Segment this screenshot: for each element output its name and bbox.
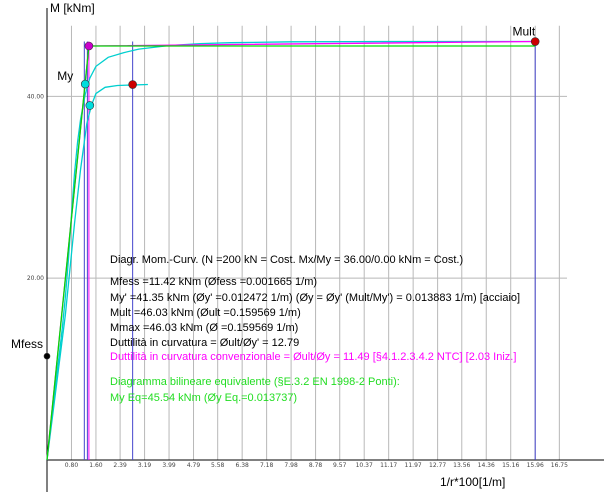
tick-labels: 0.80 1.60 2.39 3.19 3.99 4.79 5.58 6.38 7.18 7.98… — [27, 93, 568, 469]
annotation-block: Diagr. Mom.-Curv. (N =200 kN = Cost. Mx/… — [110, 254, 520, 404]
annotation-text: Diagramma bilineare equivalente (§E.3.2 … — [110, 376, 400, 388]
x-tick-label: 15.16 — [502, 462, 519, 469]
x-tick-label: 15.96 — [527, 462, 544, 469]
x-tick-label: 9.57 — [333, 462, 347, 469]
x-tick-label: 4.79 — [187, 462, 201, 469]
x-tick-label: 13.56 — [453, 462, 470, 469]
annotation-text: Mmax =46.03 kNm (Ø =0.159569 1/m) — [110, 322, 298, 334]
x-tick-label: 11.17 — [380, 462, 397, 469]
x-tick-label: 5.58 — [211, 462, 225, 469]
x-tick-label: 6.38 — [235, 462, 249, 469]
data-marker — [530, 37, 540, 46]
annotation-text: Duttilità in curvatura = Øult/Øy' = 12.7… — [110, 337, 299, 349]
annotation-text: Mult =46.03 kNm (Øult =0.159569 1/m) — [110, 307, 301, 319]
x-tick-label: 11.97 — [405, 462, 422, 469]
x-tick-label: 10.37 — [356, 462, 373, 469]
data-marker — [43, 352, 51, 360]
data-marker — [84, 41, 94, 51]
marker-label: Mult — [513, 25, 536, 39]
annotation-text: Mfess =11.42 kNm (Øfess =0.001665 1/m) — [110, 276, 317, 288]
data-marker — [85, 101, 95, 110]
annotation-text: My' =41.35 kNm (Øy' =0.012472 1/m) (Øy =… — [110, 292, 520, 304]
x-tick-label: 14.36 — [478, 462, 495, 469]
marker-label: My — [57, 69, 73, 83]
y-tick-label: 20.00 — [27, 275, 44, 282]
x-tick-label: 3.99 — [162, 462, 176, 469]
x-tick-label: 8.78 — [309, 462, 323, 469]
annotation-text: Duttilità in curvatura convenzionale = Ø… — [110, 351, 516, 363]
series-line — [46, 83, 148, 461]
axes — [46, 8, 604, 492]
x-tick-label: 2.39 — [113, 462, 127, 469]
x-tick-label: 12.77 — [429, 462, 446, 469]
x-tick-label: 3.19 — [138, 462, 152, 469]
x-tick-label: 7.18 — [260, 462, 274, 469]
grid-lines — [47, 25, 567, 460]
x-tick-label: 0.80 — [65, 462, 79, 469]
data-marker — [128, 80, 137, 89]
annotation-text: Diagr. Mom.-Curv. (N =200 kN = Cost. Mx/… — [110, 254, 463, 266]
marker-label: Mfess — [11, 337, 43, 351]
data-markers: Mult My Mfess — [11, 25, 540, 360]
annotation-text: My Eq=45.54 kNm (Øy Eq.=0.013737) — [110, 392, 297, 404]
x-tick-label: 7.98 — [284, 462, 298, 469]
y-axis-label: M [kNm] — [50, 1, 95, 15]
x-tick-label: 1.60 — [89, 462, 103, 469]
y-tick-label: 40.00 — [27, 93, 44, 100]
x-axis-label: 1/r*100[1/m] — [440, 475, 505, 489]
data-marker — [80, 79, 90, 89]
x-tick-label: 16.75 — [551, 462, 568, 469]
